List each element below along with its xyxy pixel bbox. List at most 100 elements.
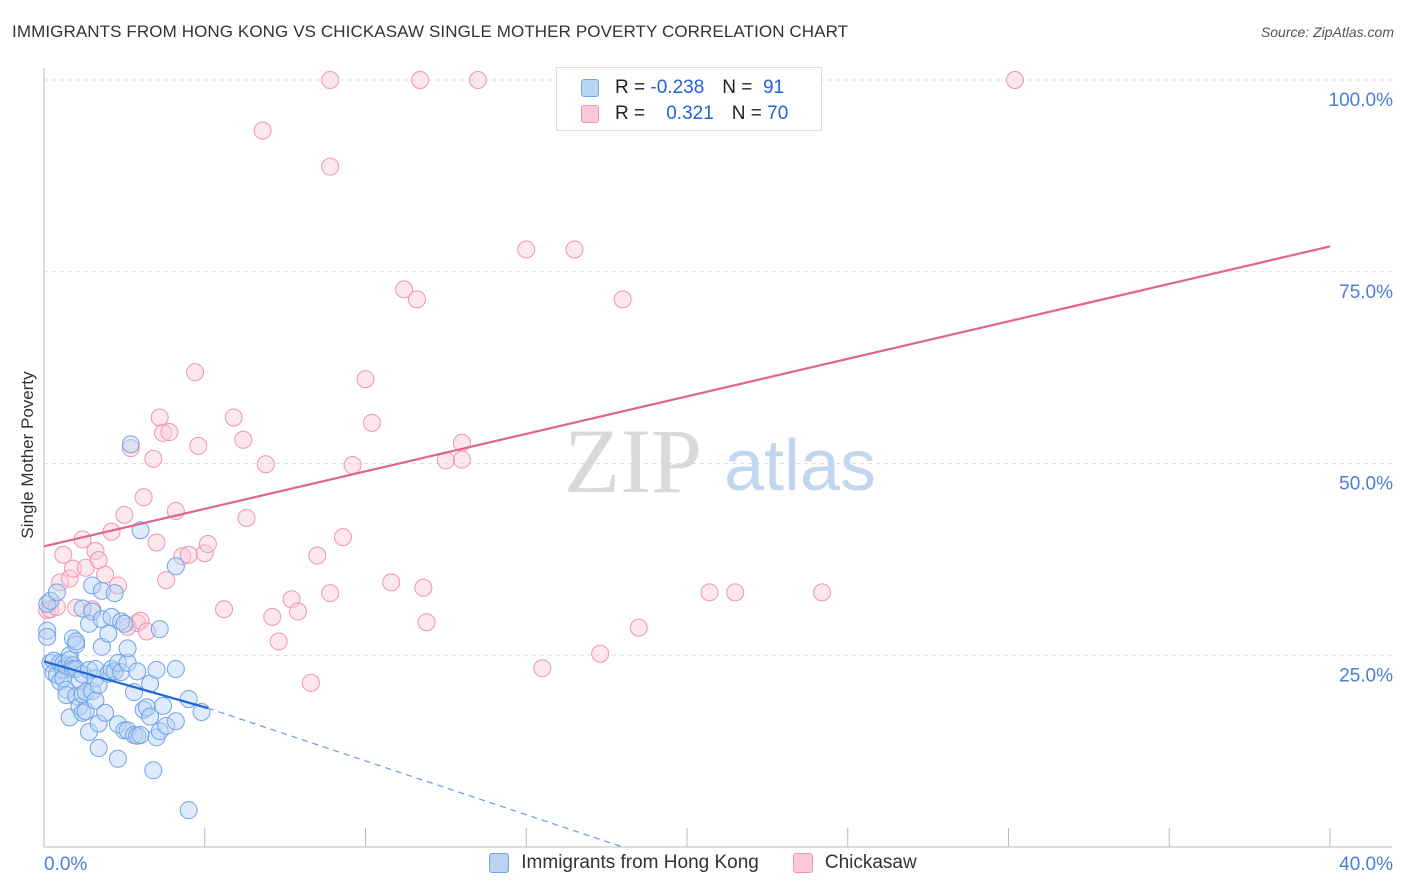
legend-row-hong-kong: R = -0.238 N = 91 (581, 76, 784, 100)
data-point-hong-kong (73, 703, 92, 722)
data-point-chickasaw (234, 430, 253, 449)
data-point-hong-kong (86, 691, 105, 710)
axes (43, 68, 1392, 848)
data-point-hong-kong (96, 703, 115, 722)
y-tick-label: 50.0% (1339, 474, 1393, 495)
data-point-hong-kong (115, 614, 134, 633)
trend-line-hong-kong (43, 660, 209, 710)
data-point-chickasaw (121, 439, 140, 458)
data-point-chickasaw (565, 240, 584, 259)
data-point-hong-kong (83, 576, 102, 595)
data-point-chickasaw (63, 559, 82, 578)
data-point-hong-kong (38, 594, 57, 613)
data-point-hong-kong (131, 521, 150, 540)
data-point-chickasaw (726, 583, 745, 602)
data-point-hong-kong (134, 700, 153, 719)
legend-n-value: 91 (762, 77, 785, 98)
data-point-chickasaw (517, 240, 536, 259)
data-point-hong-kong (38, 621, 57, 640)
tick-labels: 25.0% 50.0% 75.0% 100.0% 0.0% 40.0% (44, 90, 1393, 875)
data-point-chickasaw (1005, 71, 1024, 89)
data-point-chickasaw (321, 584, 340, 603)
data-point-chickasaw (173, 547, 192, 566)
legend-item-hong-kong[interactable]: Immigrants from Hong Kong (489, 852, 759, 874)
data-point-chickasaw (253, 121, 272, 140)
trend-lines (43, 245, 1331, 848)
data-point-hong-kong (166, 557, 185, 576)
data-point-chickasaw (417, 613, 436, 632)
data-point-chickasaw (51, 573, 70, 592)
data-point-chickasaw (452, 450, 471, 469)
data-point-chickasaw (147, 533, 166, 552)
data-point-chickasaw (321, 71, 340, 89)
data-point-chickasaw (179, 545, 198, 564)
legend-swatch-pink (581, 105, 599, 123)
y-tick-label: 100.0% (1329, 90, 1394, 111)
data-point-hong-kong (57, 686, 76, 705)
data-point-chickasaw (160, 423, 179, 442)
data-point-chickasaw (269, 632, 288, 651)
data-point-chickasaw (186, 363, 205, 382)
data-point-chickasaw (629, 618, 648, 637)
legend-item-chickasaw[interactable]: Chickasaw (792, 852, 917, 874)
data-point-hong-kong (157, 716, 176, 735)
data-point-chickasaw (301, 673, 320, 692)
data-point-hong-kong (112, 663, 131, 682)
watermark-zip: ZIP (564, 410, 702, 512)
data-point-chickasaw (395, 280, 414, 299)
data-point-chickasaw (411, 71, 430, 89)
data-point-chickasaw (700, 583, 719, 602)
data-point-chickasaw (215, 600, 234, 619)
data-point-hong-kong (92, 637, 111, 656)
data-point-hong-kong (153, 696, 172, 715)
data-point-chickasaw (150, 408, 169, 427)
data-point-chickasaw (237, 508, 256, 527)
data-point-hong-kong (118, 639, 137, 658)
legend-r-label: R = (615, 77, 646, 98)
data-point-chickasaw (288, 602, 307, 621)
data-point-chickasaw (321, 157, 340, 176)
data-point-chickasaw (333, 528, 352, 547)
data-point-chickasaw (613, 290, 632, 309)
chart-title: IMMIGRANTS FROM HONG KONG VS CHICKASAW S… (12, 22, 849, 41)
legend-swatch-blue (581, 79, 599, 97)
x-tick-label: 0.0% (44, 854, 87, 875)
legend-swatch-blue (489, 853, 510, 873)
data-point-chickasaw (144, 449, 163, 468)
data-point-hong-kong (83, 602, 102, 621)
series-chickasaw (38, 71, 1024, 692)
legend-n-value: 70 (767, 103, 789, 124)
data-point-chickasaw (382, 573, 401, 592)
data-point-hong-kong (147, 660, 166, 679)
data-point-chickasaw (591, 644, 610, 663)
data-point-chickasaw (153, 423, 172, 442)
data-point-chickasaw (356, 370, 375, 389)
data-point-hong-kong (89, 739, 108, 758)
correlation-legend: R = -0.238 N = 91 R = 0.321 N = 70 (556, 67, 822, 131)
legend-n-label: N = (722, 77, 753, 98)
source-label: Source: ZipAtlas.com (1260, 24, 1394, 40)
legend-n-label: N = (731, 103, 762, 124)
data-point-chickasaw (414, 578, 433, 597)
data-point-hong-kong (67, 632, 86, 651)
data-point-hong-kong (47, 583, 66, 602)
data-point-hong-kong (105, 584, 124, 603)
data-point-chickasaw (362, 413, 381, 432)
legend-swatch-pink (792, 853, 813, 873)
legend-r-value: -0.238 (650, 77, 705, 98)
data-point-hong-kong (144, 761, 163, 780)
data-point-chickasaw (813, 583, 832, 602)
data-point-hong-kong (179, 801, 198, 820)
watermark-atlas: atlas (724, 426, 876, 506)
y-axis-label: Single Mother Poverty (18, 371, 37, 539)
legend-label: Chickasaw (824, 852, 917, 873)
data-point-hong-kong (89, 714, 108, 733)
data-point-hong-kong (166, 660, 185, 679)
legend-label: Immigrants from Hong Kong (521, 852, 759, 873)
legend-r-value: 0.321 (666, 103, 714, 124)
data-point-chickasaw (60, 569, 79, 588)
data-point-hong-kong (128, 662, 147, 681)
trend-line-hong-kong-extrapolated (207, 707, 623, 848)
data-point-hong-kong (131, 726, 150, 745)
